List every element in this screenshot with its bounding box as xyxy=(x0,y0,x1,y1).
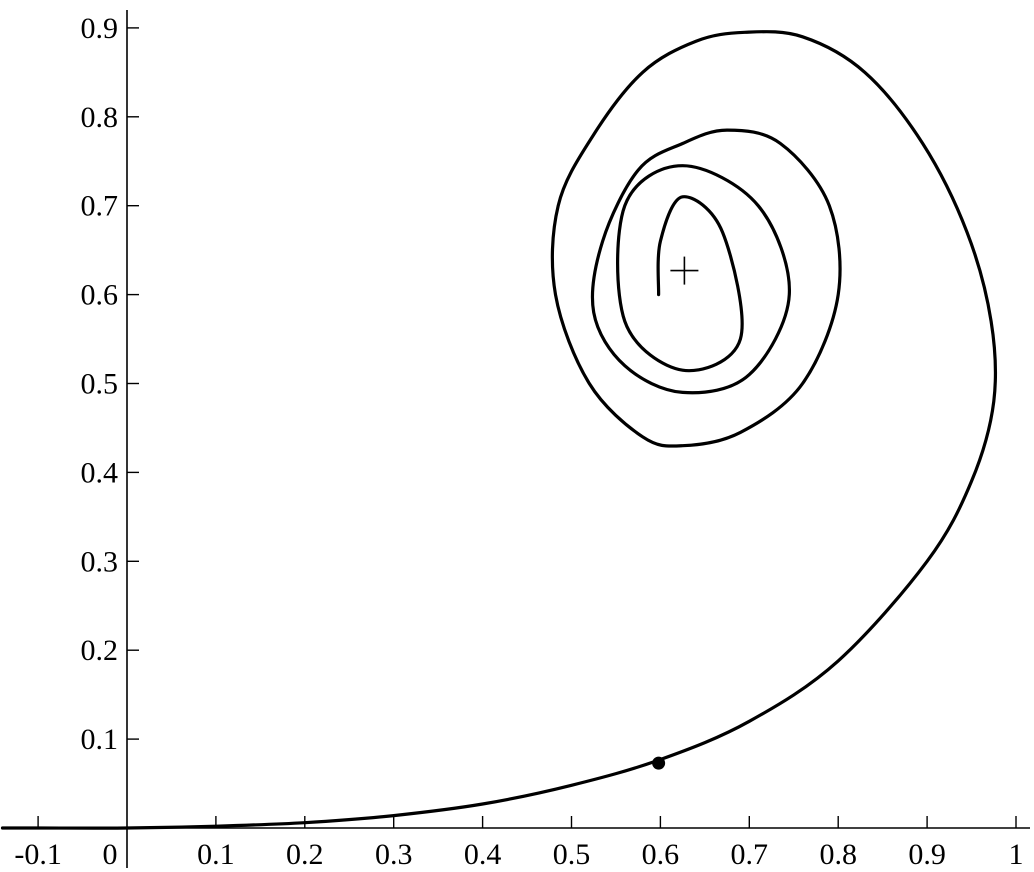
y-tick-label: 0.2 xyxy=(81,634,119,667)
x-tick-label: 0.3 xyxy=(375,838,413,871)
spiral-series-line xyxy=(0,30,998,830)
y-ticks: 0.1 0.2 0.3 0.4 0.5 0.6 0.7 0.8 0.9 xyxy=(81,12,139,756)
equilibrium-cross-marker xyxy=(670,256,699,285)
y-tick-label: 0.6 xyxy=(81,279,119,312)
x-tick-label: 0 xyxy=(103,838,118,871)
y-tick-label: 0.3 xyxy=(81,545,119,578)
x-ticks: -0.1 0 0.1 0.2 0.3 0.4 0.5 0.6 0.7 0.8 0.9 1 xyxy=(14,816,1024,871)
x-tick-label: 0.7 xyxy=(731,838,769,871)
x-tick-label: -0.1 xyxy=(14,838,62,871)
series-group xyxy=(0,30,998,830)
x-tick-label: 0.5 xyxy=(553,838,591,871)
y-tick-label: 0.7 xyxy=(81,190,119,223)
x-tick-label: 0.9 xyxy=(908,838,946,871)
y-tick-label: 0.5 xyxy=(81,368,119,401)
x-tick-label: 0.8 xyxy=(819,838,857,871)
y-tick-label: 0.4 xyxy=(81,456,119,489)
y-tick-label: 0.9 xyxy=(81,12,119,45)
marked-data-point xyxy=(652,756,666,770)
x-tick-label: 0.6 xyxy=(642,838,680,871)
x-tick-label: 1 xyxy=(1009,838,1024,871)
x-tick-label: 0.2 xyxy=(286,838,324,871)
axes: -0.1 0 0.1 0.2 0.3 0.4 0.5 0.6 0.7 0.8 0.9 1 0.1 0.2… xyxy=(2,10,1030,871)
y-tick-label: 0.8 xyxy=(81,101,119,134)
y-tick-label: 0.1 xyxy=(81,723,119,756)
x-tick-label: 0.1 xyxy=(197,838,235,871)
x-tick-label: 0.4 xyxy=(464,838,502,871)
